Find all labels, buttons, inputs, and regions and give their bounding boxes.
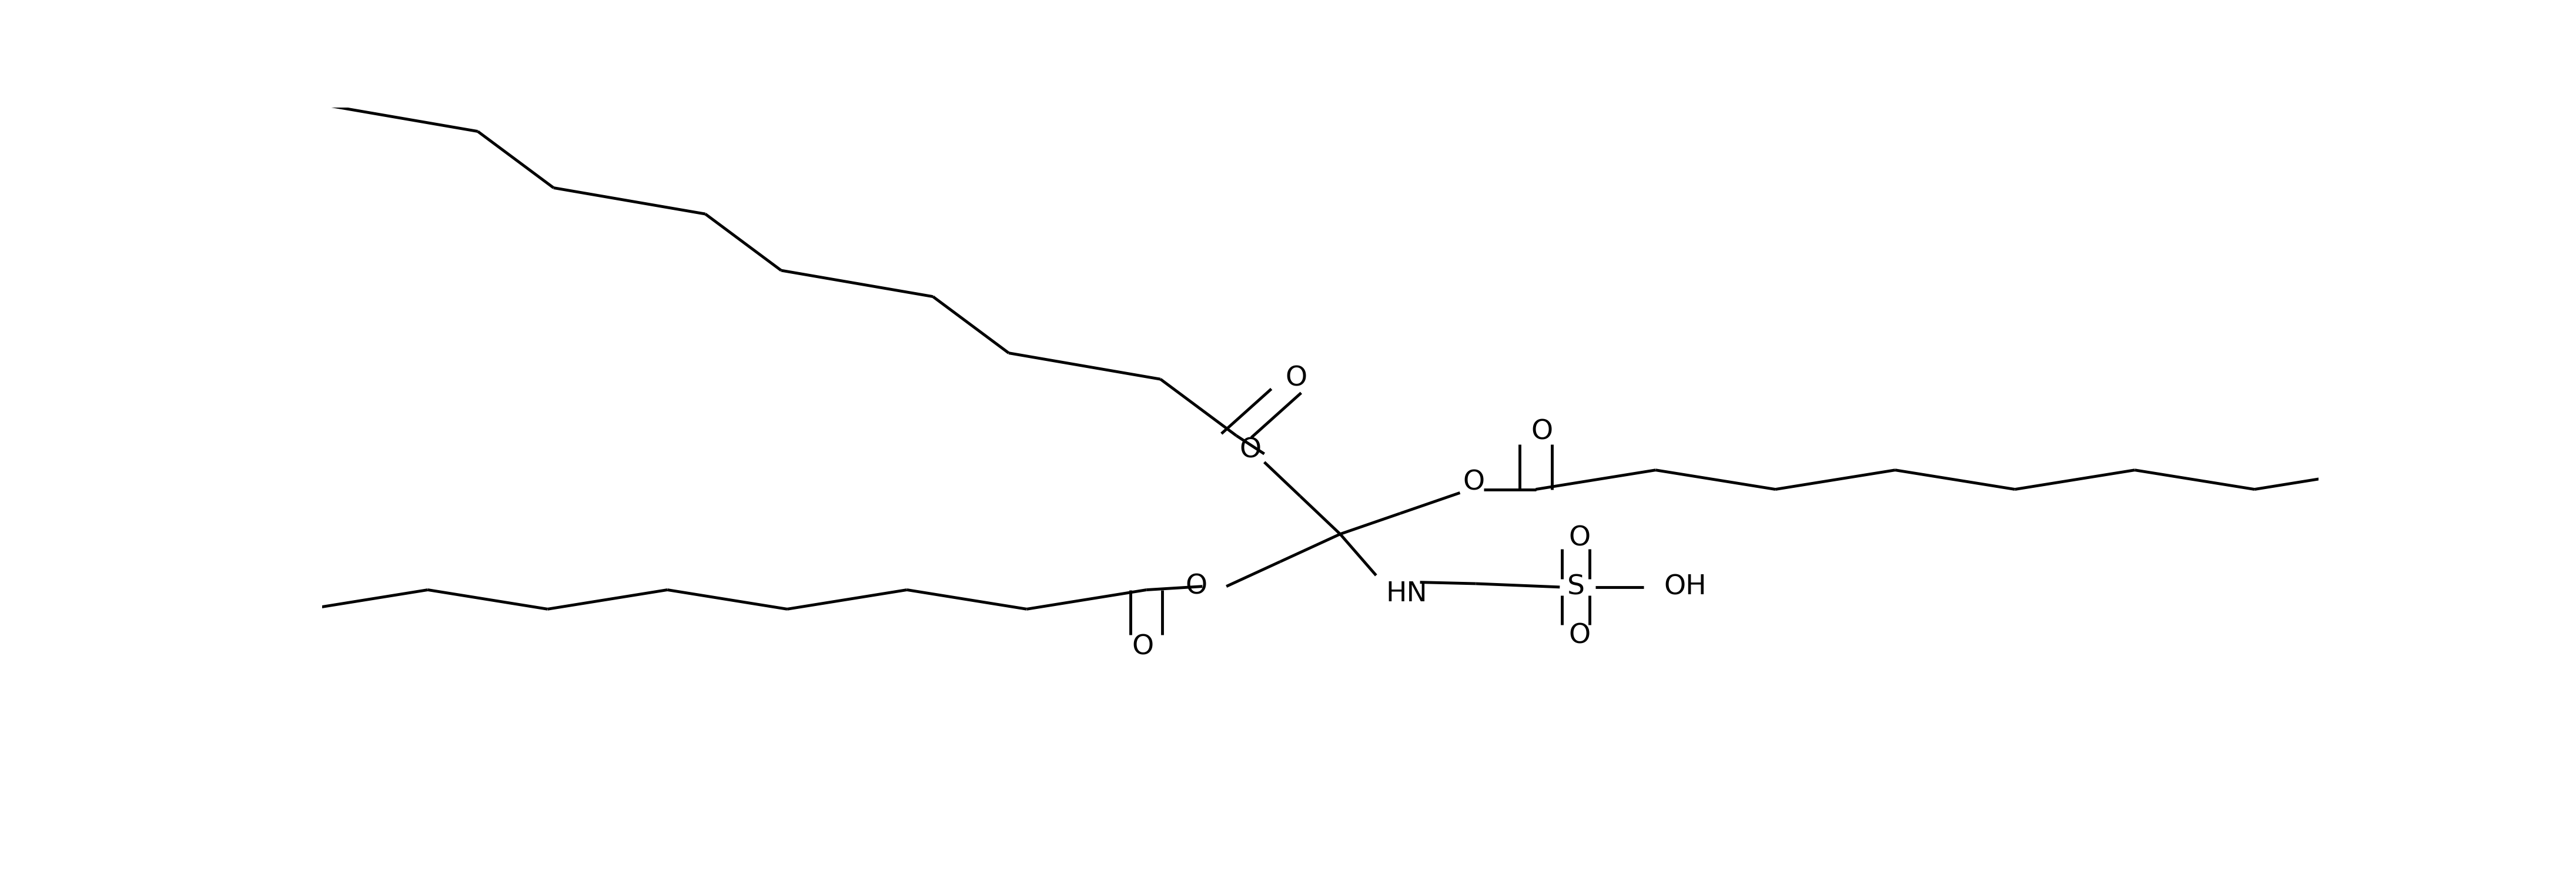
Text: O: O xyxy=(1239,437,1262,464)
Text: O: O xyxy=(1530,419,1553,445)
Text: O: O xyxy=(1285,366,1306,392)
Text: OH: OH xyxy=(1664,574,1705,600)
Text: O: O xyxy=(1463,469,1484,495)
Text: O: O xyxy=(1131,634,1154,660)
Text: O: O xyxy=(1569,525,1589,552)
Text: O: O xyxy=(1185,573,1208,600)
Text: HN: HN xyxy=(1386,581,1427,607)
Text: S: S xyxy=(1566,574,1584,600)
Text: O: O xyxy=(1569,623,1589,649)
